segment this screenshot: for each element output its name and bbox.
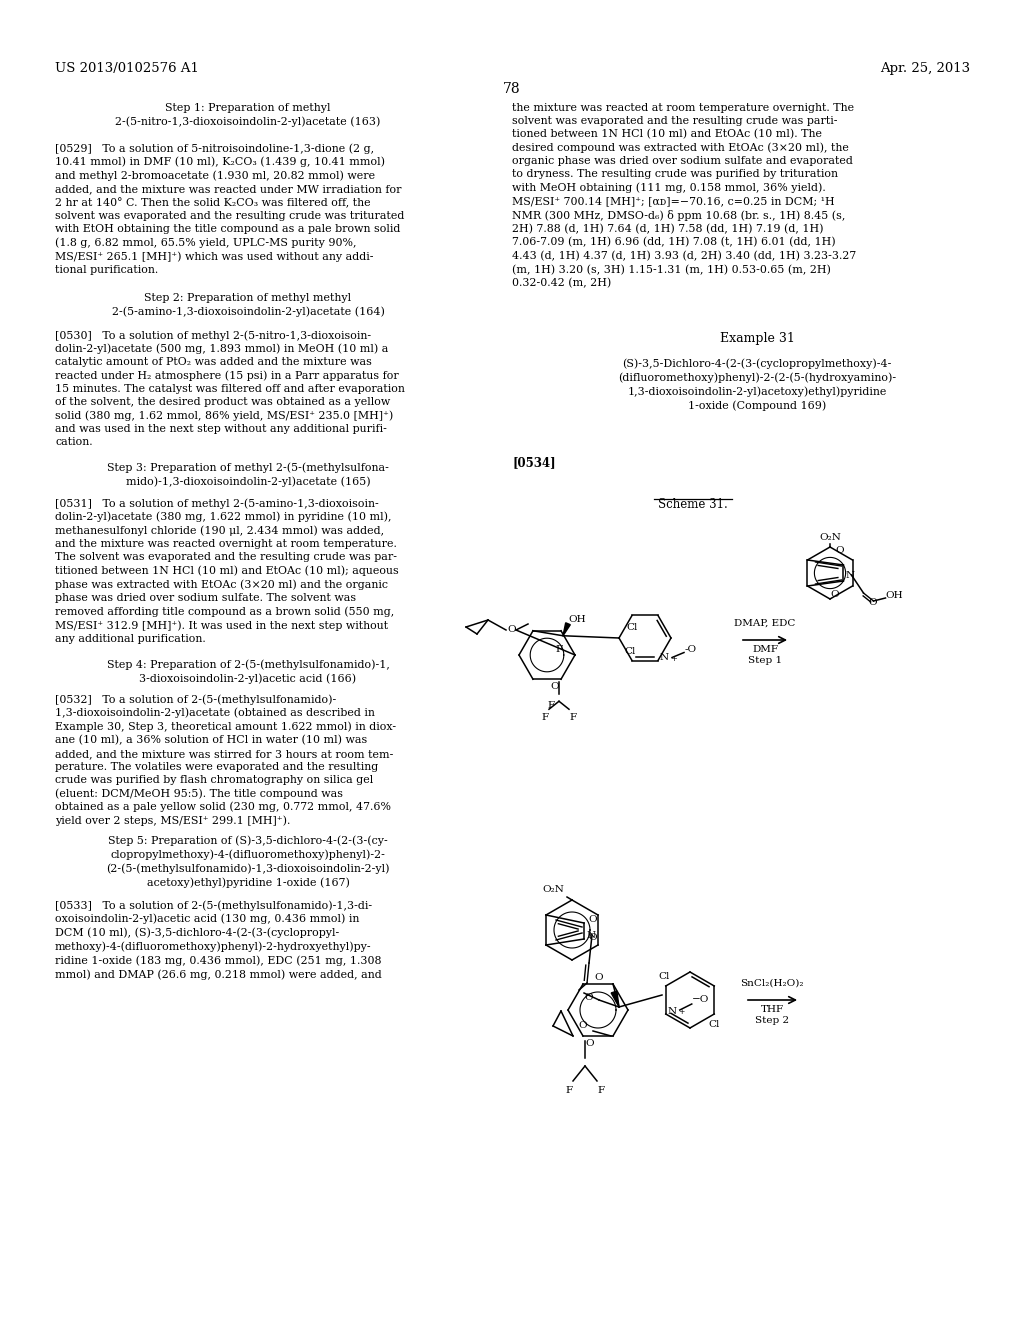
Text: Example 31: Example 31 [720,333,795,345]
Text: N: N [668,1006,677,1015]
Text: +: + [670,655,677,663]
Text: O: O [507,626,516,635]
Text: O: O [594,973,603,982]
Text: [0532]   To a solution of 2-(5-(methylsulfonamido)-
1,3-dioxoisoindolin-2-yl)ace: [0532] To a solution of 2-(5-(methylsulf… [55,694,396,826]
Text: O: O [584,993,593,1002]
Text: Scheme 31.: Scheme 31. [658,498,728,511]
Text: O₂N: O₂N [819,533,841,543]
Text: F: F [569,713,577,722]
Text: F: F [597,1086,604,1096]
Text: [0529]   To a solution of 5-nitroisoindoline-1,3-dione (2 g,
10.41 mmol) in DMF : [0529] To a solution of 5-nitroisoindoli… [55,143,404,275]
Text: O: O [830,590,839,599]
Text: Cl: Cl [625,647,636,656]
Text: Cl: Cl [627,623,638,632]
Text: N: N [586,931,595,940]
Text: N: N [660,653,669,663]
Text: Step 2: Step 2 [755,1016,790,1026]
Text: the mixture was reacted at room temperature overnight. The
solvent was evaporate: the mixture was reacted at room temperat… [512,103,856,288]
Text: SnCl₂(H₂O)₂: SnCl₂(H₂O)₂ [740,979,804,987]
Text: 78: 78 [503,82,521,96]
Text: O: O [588,932,597,941]
Text: F: F [548,701,555,710]
Text: THF: THF [761,1005,783,1014]
Polygon shape [563,623,570,636]
Text: Apr. 25, 2013: Apr. 25, 2013 [880,62,970,75]
Text: O: O [835,546,844,554]
Text: (S)-3,5-Dichloro-4-(2-(3-(cyclopropylmethoxy)-4-
(difluoromethoxy)phenyl)-2-(2-(: (S)-3,5-Dichloro-4-(2-(3-(cyclopropylmet… [617,358,896,411]
Text: O: O [585,1039,594,1048]
Text: F: F [565,1086,572,1096]
Text: Step 5: Preparation of (S)-3,5-dichloro-4-(2-(3-(cy-
clopropylmethoxy)-4-(difluo: Step 5: Preparation of (S)-3,5-dichloro-… [106,836,390,887]
Polygon shape [611,991,620,1007]
Text: F: F [556,645,563,655]
Text: Step 4: Preparation of 2-(5-(methylsulfonamido)-1,
3-dioxoisoindolin-2-yl)acetic: Step 4: Preparation of 2-(5-(methylsulfo… [106,659,389,684]
Text: F: F [542,713,549,722]
Text: Step 2: Preparation of methyl methyl
2-(5-amino-1,3-dioxoisoindolin-2-yl)acetate: Step 2: Preparation of methyl methyl 2-(… [112,293,384,317]
Text: −O: −O [692,995,710,1005]
Text: O: O [588,916,597,924]
Text: O: O [579,1022,587,1031]
Text: N: N [846,570,855,579]
Text: [0530]   To a solution of methyl 2-(5-nitro-1,3-dioxoisoin-
dolin-2-yl)acetate (: [0530] To a solution of methyl 2-(5-nitr… [55,330,404,447]
Text: Step 1: Step 1 [748,656,782,665]
Text: Step 3: Preparation of methyl 2-(5-(methylsulfona-
mido)-1,3-dioxoisoindolin-2-y: Step 3: Preparation of methyl 2-(5-(meth… [108,462,389,487]
Text: DMF: DMF [752,645,778,653]
Text: US 2013/0102576 A1: US 2013/0102576 A1 [55,62,199,75]
Text: [0533]   To a solution of 2-(5-(methylsulfonamido)-1,3-di-
oxoisoindolin-2-yl)ac: [0533] To a solution of 2-(5-(methylsulf… [55,900,382,979]
Text: [0534]: [0534] [512,455,556,469]
Text: DMAP, EDC: DMAP, EDC [734,619,796,628]
Text: OH: OH [886,590,903,599]
Text: Cl: Cl [709,1020,720,1030]
Text: -O: -O [685,645,697,653]
Text: O₂N: O₂N [542,884,564,894]
Text: Cl: Cl [658,972,670,981]
Text: [0531]   To a solution of methyl 2-(5-amino-1,3-dioxoisoin-
dolin-2-yl)acetate (: [0531] To a solution of methyl 2-(5-amin… [55,498,398,644]
Text: Step 1: Preparation of methyl
2-(5-nitro-1,3-dioxoisoindolin-2-yl)acetate (163): Step 1: Preparation of methyl 2-(5-nitro… [116,103,381,127]
Text: O: O [550,682,559,692]
Text: +: + [678,1008,684,1016]
Text: OH: OH [568,615,586,624]
Text: O: O [868,598,878,607]
